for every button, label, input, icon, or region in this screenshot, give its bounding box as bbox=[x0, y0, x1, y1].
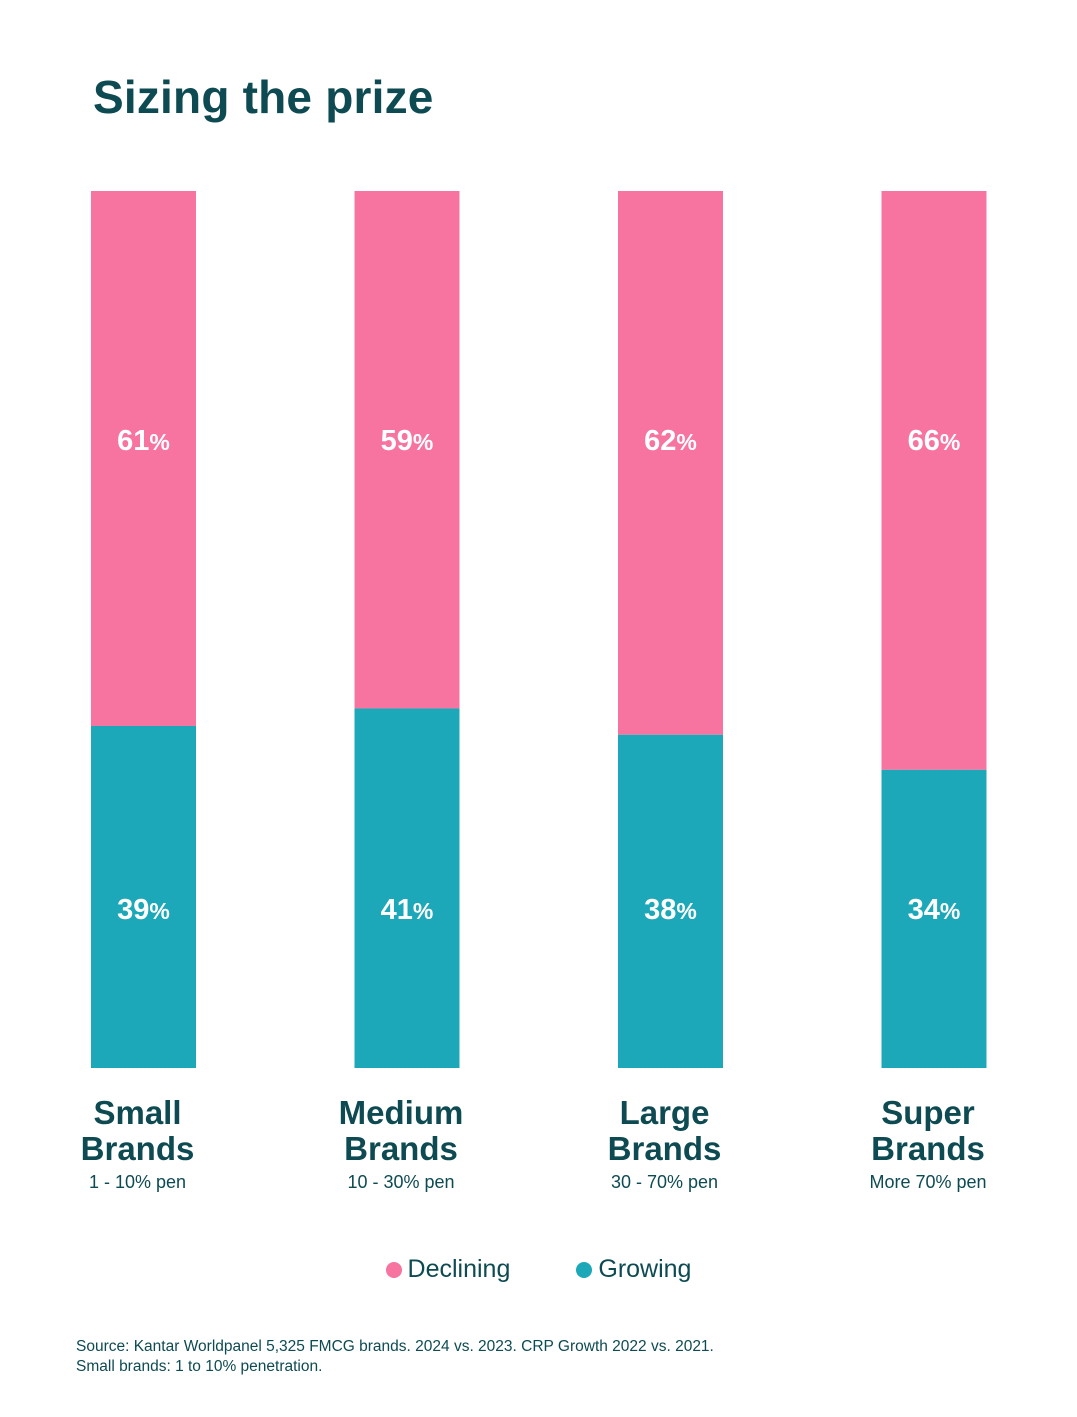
bar-declining bbox=[881, 191, 987, 770]
legend-label-growing: Growing bbox=[598, 1255, 692, 1283]
category-sublabel: 10 - 30% pen bbox=[347, 1172, 454, 1192]
data-label-declining: 61% bbox=[117, 425, 170, 457]
data-label-declining: 66% bbox=[908, 425, 961, 457]
legend-label-declining: Declining bbox=[407, 1255, 511, 1283]
data-label-declining: 59% bbox=[381, 425, 434, 457]
category-label: Large bbox=[620, 1094, 710, 1131]
source-line-2: Small brands: 1 to 10% penetration. bbox=[76, 1358, 323, 1375]
category-label: Small bbox=[93, 1094, 181, 1131]
bar-growing bbox=[91, 725, 196, 1068]
data-label-growing: 38% bbox=[644, 894, 697, 926]
bar-declining bbox=[91, 191, 196, 726]
bar-growing bbox=[618, 734, 723, 1068]
data-label-growing: 39% bbox=[117, 894, 170, 926]
data-label-declining: 62% bbox=[644, 425, 697, 457]
category-sublabel: 1 - 10% pen bbox=[89, 1172, 186, 1192]
legend-item-growing: Growing bbox=[576, 1255, 691, 1284]
bar-growing bbox=[354, 708, 460, 1068]
data-label-growing: 34% bbox=[908, 894, 961, 926]
category-label: Medium bbox=[339, 1094, 464, 1131]
data-label-growing: 41% bbox=[381, 894, 434, 926]
category-label: Super bbox=[881, 1094, 975, 1131]
legend-swatch-growing bbox=[576, 1261, 593, 1278]
category-sublabel: 30 - 70% pen bbox=[611, 1172, 718, 1192]
category-label: Brands bbox=[608, 1130, 722, 1167]
category-sublabel: More 70% pen bbox=[869, 1172, 986, 1192]
bar-growing bbox=[881, 769, 987, 1068]
source-line-1: Source: Kantar Worldpanel 5,325 FMCG bra… bbox=[76, 1338, 714, 1355]
legend: Declining Growing bbox=[0, 1255, 1077, 1284]
source-note: Source: Kantar Worldpanel 5,325 FMCG bra… bbox=[76, 1337, 714, 1377]
category-label: Brands bbox=[81, 1130, 195, 1167]
category-label: Brands bbox=[344, 1130, 458, 1167]
legend-item-declining: Declining bbox=[385, 1255, 511, 1284]
chart-title: Sizing the prize bbox=[93, 71, 434, 123]
category-label: Brands bbox=[871, 1130, 985, 1167]
legend-swatch-declining bbox=[385, 1261, 402, 1278]
bar-declining bbox=[354, 191, 460, 709]
bar-declining bbox=[618, 191, 723, 735]
